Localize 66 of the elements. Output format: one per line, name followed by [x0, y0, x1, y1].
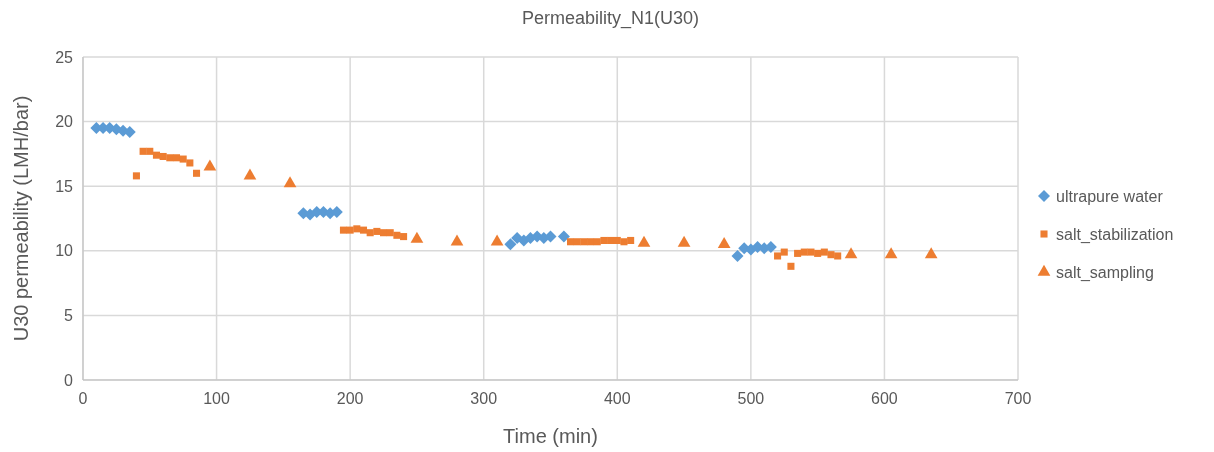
legend-label: salt_stabilization [1056, 225, 1174, 244]
point [359, 226, 368, 234]
y-tick-label: 5 [64, 307, 74, 324]
point [637, 235, 651, 247]
point [386, 229, 394, 237]
point [600, 236, 608, 244]
point [152, 151, 160, 159]
point [380, 229, 388, 237]
y-tick-label: 20 [55, 113, 74, 131]
point [132, 172, 140, 180]
point [587, 238, 595, 246]
point [844, 247, 858, 259]
point [172, 154, 181, 162]
point [620, 238, 628, 246]
point [731, 249, 744, 262]
point [677, 235, 691, 247]
point [450, 234, 464, 246]
point [400, 233, 408, 241]
y-tick-label: 15 [55, 177, 74, 195]
point [924, 247, 938, 259]
point [243, 168, 257, 180]
point [884, 247, 898, 259]
point [814, 249, 822, 257]
point [146, 147, 154, 155]
point [339, 226, 347, 234]
x-tick-label: 200 [336, 390, 364, 407]
point [794, 249, 802, 257]
point [283, 176, 297, 188]
point [787, 262, 795, 270]
legend-label: ultrapure water [1056, 187, 1164, 205]
point [580, 238, 588, 246]
point [607, 236, 615, 244]
point [179, 155, 187, 163]
point [717, 237, 731, 249]
x-tick-label: 500 [737, 390, 765, 407]
point [627, 236, 635, 244]
point [557, 230, 570, 243]
point [353, 225, 361, 233]
point [567, 238, 575, 246]
y-axis-title: U30 permeability (LMH/bar) [10, 95, 32, 342]
point [834, 252, 842, 260]
point [193, 169, 201, 177]
point [166, 154, 174, 162]
y-tick-label: 0 [64, 371, 74, 389]
y-tick-label: 10 [55, 242, 74, 260]
y-tick-label: 25 [55, 48, 74, 66]
point [774, 252, 782, 260]
point [807, 248, 815, 256]
x-tick-label: 700 [1004, 390, 1032, 407]
x-axis-title: Time (min) [503, 425, 598, 447]
point [780, 248, 788, 256]
x-tick-label: 400 [603, 390, 631, 407]
point [827, 251, 835, 259]
x-tick-label: 600 [871, 390, 898, 407]
legend-label: salt_sampling [1056, 263, 1154, 282]
x-tick-label: 0 [78, 390, 88, 407]
point [203, 159, 217, 171]
point [504, 238, 517, 251]
point [373, 227, 381, 235]
x-tick-label: 100 [203, 390, 231, 407]
point [186, 159, 194, 167]
point [393, 231, 401, 239]
point [490, 234, 504, 246]
point [410, 231, 424, 243]
x-tick-label: 300 [470, 390, 498, 407]
chart-title: Permeability_N1(U30) [521, 8, 700, 29]
